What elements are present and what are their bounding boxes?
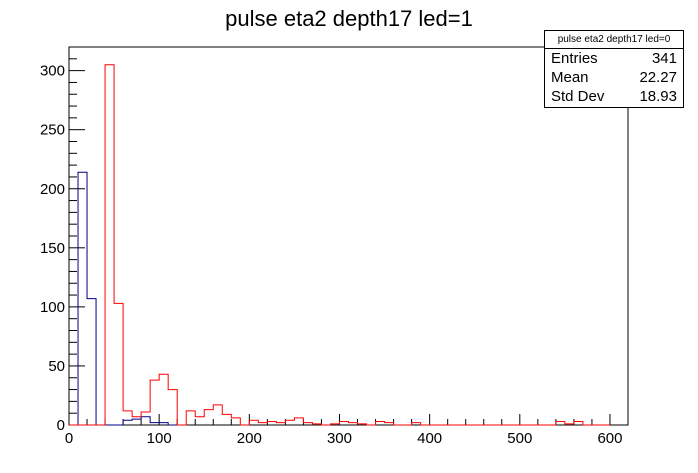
- stats-row-entries: Entries 341: [545, 49, 683, 68]
- y-tick-label: 50: [48, 358, 65, 375]
- stats-row-mean: Mean 22.27: [545, 68, 683, 87]
- y-tick-label: 100: [40, 299, 65, 316]
- stats-value: 18.93: [639, 88, 677, 105]
- x-tick-label: 600: [597, 430, 622, 447]
- x-tick-label: 300: [327, 430, 352, 447]
- x-tick-label: 100: [147, 430, 172, 447]
- stats-row-stddev: Std Dev 18.93: [545, 87, 683, 106]
- histogram-led0: [69, 171, 187, 426]
- stats-title: pulse eta2 depth17 led=0: [545, 31, 683, 49]
- stats-label: Std Dev: [551, 88, 605, 105]
- y-tick-label: 200: [40, 181, 65, 198]
- stats-label: Mean: [551, 69, 589, 86]
- histogram-led1: [69, 64, 610, 426]
- y-tick-label: 250: [40, 122, 65, 139]
- stats-label: Entries: [551, 50, 598, 67]
- y-tick-label: 300: [40, 63, 65, 80]
- x-tick-label: 200: [237, 430, 262, 447]
- y-tick-label: 0: [57, 417, 65, 434]
- chart-title: pulse eta2 depth17 led=1: [225, 6, 473, 31]
- stats-box: pulse eta2 depth17 led=0 Entries 341 Mea…: [544, 30, 684, 108]
- x-tick-label: 400: [417, 430, 442, 447]
- x-tick-label: 500: [507, 430, 532, 447]
- stats-value: 22.27: [639, 69, 677, 86]
- y-tick-label: 150: [40, 240, 65, 257]
- x-tick-label: 0: [65, 430, 73, 447]
- stats-value: 341: [651, 50, 677, 67]
